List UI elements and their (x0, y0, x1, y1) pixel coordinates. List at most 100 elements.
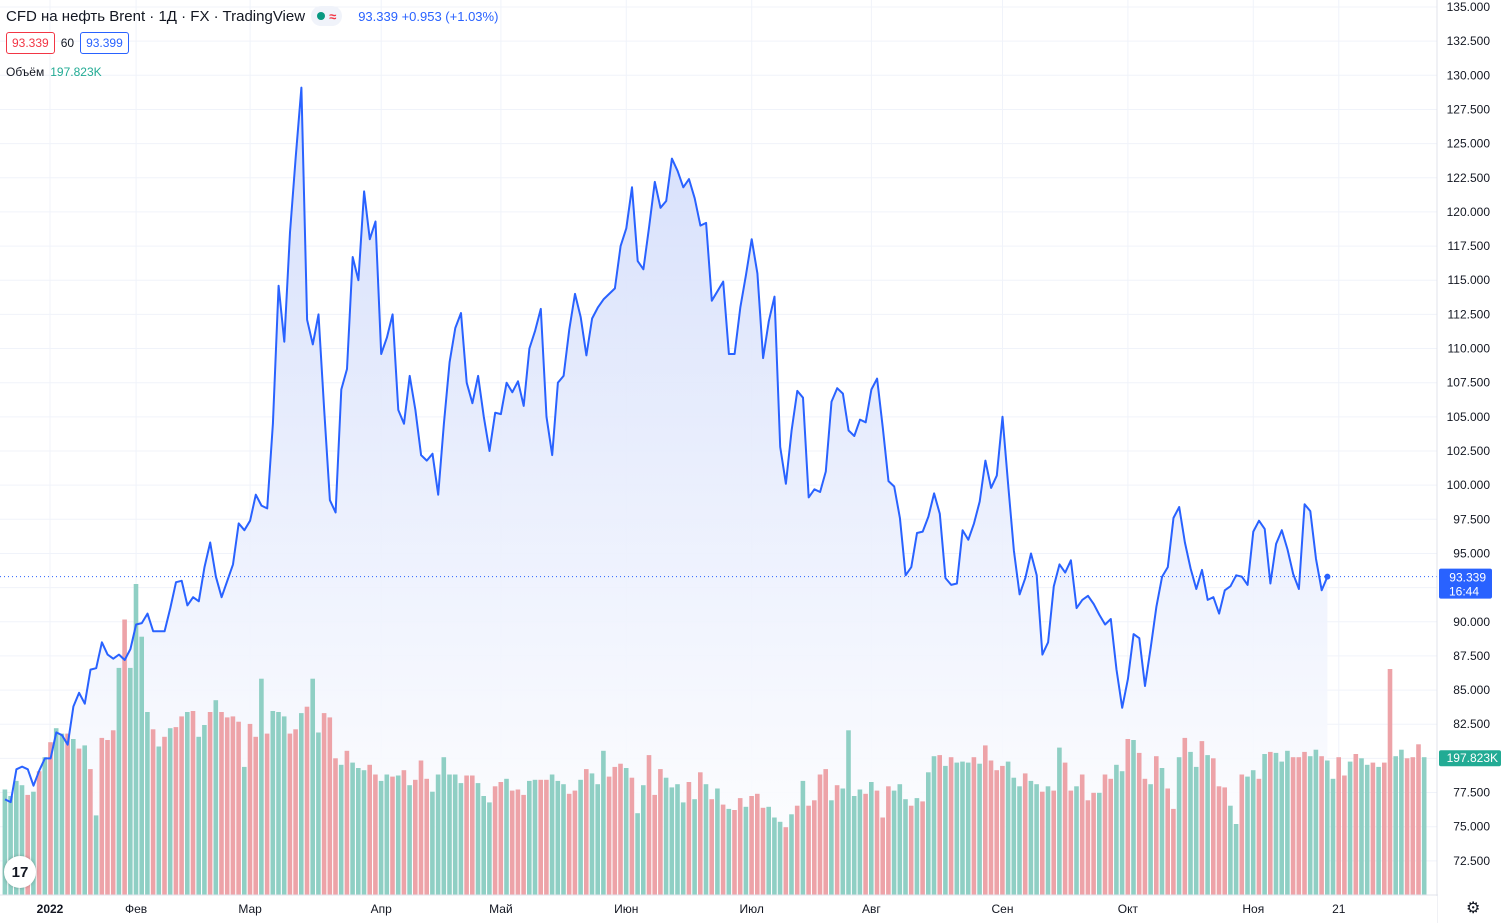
volume-bar (367, 764, 372, 895)
volume-bar (943, 765, 948, 895)
volume-bar (350, 762, 355, 895)
volume-bar (1068, 790, 1074, 895)
volume-bar (31, 791, 36, 895)
volume-bar (384, 774, 390, 895)
volume-bar (1273, 752, 1279, 895)
volume-bar (663, 777, 669, 895)
volume-bar (1216, 786, 1222, 895)
volume-bar (920, 801, 925, 895)
volume-bar (1256, 778, 1262, 895)
tradingview-logo-icon[interactable]: 17 (4, 856, 36, 888)
volume-bar (207, 712, 213, 895)
volume-bar (475, 783, 481, 895)
volume-bar (287, 733, 293, 895)
volume-bar (1376, 766, 1381, 895)
volume-bar (230, 716, 236, 895)
volume-bar (635, 813, 640, 895)
volume-bar (1359, 758, 1364, 895)
volume-bar (509, 790, 515, 895)
price-change: 93.339 +0.953 (+1.03%) (358, 8, 499, 24)
volume-bar (755, 793, 760, 895)
volume-bar (59, 733, 65, 895)
volume-bar (213, 700, 219, 895)
volume-bar (903, 799, 908, 895)
volume-bar (1222, 787, 1227, 895)
volume-bar (1364, 764, 1370, 895)
volume-bar (447, 774, 452, 895)
volume-bar (1051, 790, 1056, 895)
volume-bar (259, 678, 264, 895)
volume-bar (897, 784, 903, 895)
volume-bar (1233, 824, 1239, 895)
volume-legend: Объём 197.823K (6, 65, 102, 79)
volume-bar (669, 787, 675, 895)
y-tick-label: 120.000 (1447, 205, 1491, 219)
volume-bar (185, 712, 190, 895)
y-tick-label: 95.000 (1453, 547, 1490, 561)
y-tick-label: 125.000 (1447, 137, 1491, 151)
x-tick-label: Фев (125, 902, 147, 916)
y-tick-label: 82.500 (1453, 717, 1490, 731)
volume-bar (1421, 757, 1427, 895)
volume-badge (1439, 750, 1501, 767)
volume-bar (1302, 751, 1307, 895)
volume-bar (1142, 778, 1148, 895)
volume-bar (1040, 791, 1045, 895)
volume-bar (150, 729, 156, 895)
volume-bar (652, 794, 657, 895)
volume-bar (1119, 771, 1125, 895)
volume-bar (401, 770, 407, 895)
gear-icon[interactable]: ⚙ (1466, 900, 1481, 917)
volume-bar (931, 756, 937, 895)
y-tick-label: 132.500 (1447, 34, 1491, 48)
volume-bar (1262, 754, 1267, 895)
volume-bar (71, 739, 76, 895)
volume-label[interactable]: Объём (6, 65, 45, 79)
y-tick-label: 117.500 (1448, 239, 1491, 253)
volume-bar (1296, 757, 1302, 895)
volume-bar (601, 750, 606, 895)
volume-bar (270, 711, 276, 895)
symbol-title[interactable]: CFD на нефть Brent · 1Д · FX · TradingVi… (6, 7, 306, 25)
volume-bar (492, 786, 498, 895)
volume-bar (470, 775, 475, 895)
volume-bar (641, 785, 646, 895)
volume-bar (1182, 737, 1188, 895)
volume-bar (1011, 777, 1017, 895)
x-tick-label: Мар (238, 902, 262, 916)
sell-price-button[interactable]: 93.339 (6, 32, 55, 54)
volume-bar (1336, 757, 1341, 895)
volume-bar (276, 712, 281, 895)
y-tick-label: 105.000 (1447, 410, 1491, 424)
volume-bar (236, 721, 241, 895)
volume-bar (116, 667, 122, 895)
y-tick-label: 97.500 (1453, 512, 1490, 526)
volume-bar (247, 723, 253, 895)
market-status-pill[interactable]: ≈ (311, 6, 343, 26)
x-tick-label: 21 (1332, 902, 1346, 916)
volume-bar (441, 757, 447, 895)
volume-bar (122, 619, 127, 895)
volume-bar (823, 769, 828, 895)
volume-bar (783, 827, 789, 895)
volume-bar (344, 750, 350, 895)
volume-bar (65, 733, 70, 895)
volume-bar (498, 782, 504, 895)
volume-bar (242, 766, 247, 895)
volume-bar (1108, 778, 1113, 895)
volume-bar (886, 786, 891, 895)
volume-bar (1268, 751, 1273, 895)
buy-price-button[interactable]: 93.399 (80, 32, 129, 54)
volume-bar (1250, 770, 1256, 895)
volume-bar (1211, 758, 1216, 895)
volume-bar (1342, 775, 1347, 895)
volume-bar (316, 732, 321, 895)
y-tick-label: 85.000 (1453, 683, 1490, 697)
volume-bar (880, 817, 885, 895)
volume-bar (53, 728, 59, 895)
y-tick-label: 107.500 (1447, 376, 1491, 390)
volume-bar (464, 775, 469, 895)
volume-bar (1330, 778, 1336, 895)
